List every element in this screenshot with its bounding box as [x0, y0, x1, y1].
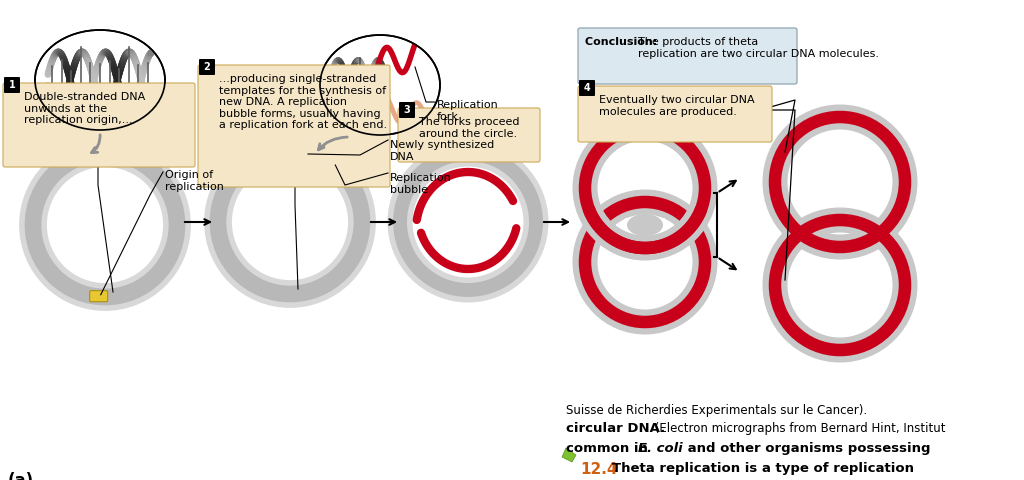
Text: Eventually two circular DNA
molecules are produced.: Eventually two circular DNA molecules ar…: [599, 95, 755, 117]
Text: common in: common in: [566, 442, 652, 455]
Text: and other organisms possessing: and other organisms possessing: [683, 442, 931, 455]
Text: Replication
bubble: Replication bubble: [390, 173, 452, 194]
Ellipse shape: [319, 35, 440, 135]
Text: Theta replication is a type of replication: Theta replication is a type of replicati…: [612, 462, 914, 475]
Text: 4: 4: [584, 83, 591, 93]
Text: circular DNA.: circular DNA.: [566, 422, 666, 435]
Circle shape: [324, 155, 339, 171]
FancyBboxPatch shape: [579, 80, 595, 96]
Text: Conclusion:: Conclusion:: [585, 37, 662, 47]
Text: Newly synthesized
DNA: Newly synthesized DNA: [390, 140, 495, 162]
FancyBboxPatch shape: [625, 218, 665, 246]
Text: (a): (a): [8, 472, 34, 480]
Text: Replication
fork: Replication fork: [437, 100, 499, 121]
FancyBboxPatch shape: [399, 102, 415, 118]
Polygon shape: [304, 137, 357, 186]
Text: 2: 2: [204, 62, 210, 72]
FancyBboxPatch shape: [578, 86, 772, 142]
Text: 1: 1: [8, 80, 15, 90]
FancyBboxPatch shape: [90, 291, 108, 302]
FancyBboxPatch shape: [578, 28, 797, 84]
Text: The products of theta
replication are two circular DNA molecules.: The products of theta replication are tw…: [638, 37, 879, 59]
FancyBboxPatch shape: [3, 83, 195, 167]
Text: 3: 3: [403, 105, 411, 115]
FancyBboxPatch shape: [398, 108, 540, 162]
Text: ...producing single-stranded
templates for the synthesis of
new DNA. A replicati: ...producing single-stranded templates f…: [219, 74, 387, 131]
Text: E. coli: E. coli: [638, 442, 683, 455]
Text: The forks proceed
around the circle.: The forks proceed around the circle.: [419, 117, 519, 139]
Text: Suisse de Richerdies Experimentals sur le Cancer).: Suisse de Richerdies Experimentals sur l…: [566, 404, 867, 417]
FancyBboxPatch shape: [4, 77, 20, 93]
FancyBboxPatch shape: [199, 59, 215, 75]
Ellipse shape: [627, 214, 663, 236]
Text: (Electron micrographs from Bernard Hint, Institut: (Electron micrographs from Bernard Hint,…: [651, 422, 945, 435]
Text: 12.4: 12.4: [580, 462, 617, 477]
Polygon shape: [562, 448, 575, 462]
Text: Double-stranded DNA
unwinds at the
replication origin,...: Double-stranded DNA unwinds at the repli…: [24, 92, 145, 125]
Ellipse shape: [35, 30, 165, 130]
Text: Origin of
replication: Origin of replication: [165, 170, 224, 192]
FancyBboxPatch shape: [198, 65, 390, 187]
